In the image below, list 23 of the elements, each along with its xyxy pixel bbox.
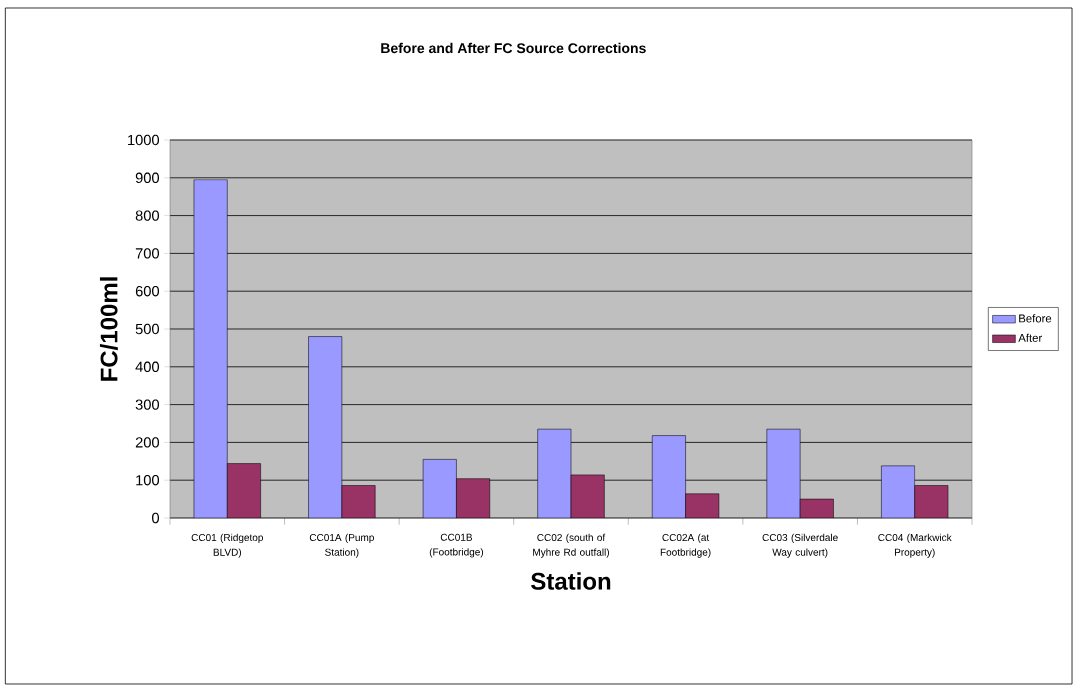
x-tick-label: CC04 (Markwick Property) xyxy=(878,533,952,558)
x-tick-label: CC01B (Footbridge) xyxy=(429,533,484,558)
legend-label: After xyxy=(1018,333,1043,342)
y-tick-label: 1000 xyxy=(128,134,160,146)
y-tick-label: 700 xyxy=(135,248,160,259)
x-tick-label: CC03 (Silverdale Way culvert) xyxy=(762,533,838,558)
legend-label: Before xyxy=(1019,314,1052,323)
y-tick-label: 0 xyxy=(152,512,160,524)
x-tick-label: CC02 (south of Myhre Rd outfall) xyxy=(533,533,609,558)
y-tick-label: 300 xyxy=(135,399,160,410)
y-tick-label: 100 xyxy=(136,475,160,486)
chart-title: Before and After FC Source Corrections xyxy=(381,42,646,54)
x-tick-label: CC01 (Ridgetop BLVD) xyxy=(191,533,263,558)
y-axis-title: FC/100ml xyxy=(99,277,118,381)
y-tick-label: 800 xyxy=(135,210,160,221)
y-tick-label: 600 xyxy=(135,286,160,297)
x-tick-label: CC02A (at Footbridge) xyxy=(660,533,711,558)
x-axis-title: Station xyxy=(531,572,611,590)
x-tick-label: CC01A (Pump Station) xyxy=(309,533,374,558)
y-tick-label: 400 xyxy=(135,361,160,372)
y-tick-label: 200 xyxy=(135,437,160,448)
y-tick-label: 500 xyxy=(135,323,160,335)
y-tick-label: 900 xyxy=(135,172,160,183)
